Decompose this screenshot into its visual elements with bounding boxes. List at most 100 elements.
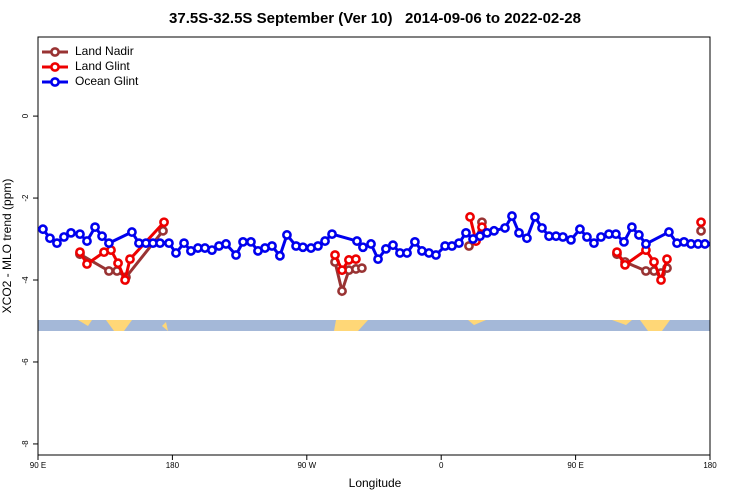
y-tick-label: -8 [21,440,30,448]
data-point [337,286,347,296]
x-tick-label: 90 E [30,461,46,470]
data-point [158,225,168,236]
data-point [97,231,107,242]
data-point [700,239,710,249]
plot-frame [37,36,711,456]
data-point [352,236,362,246]
data-point [357,263,367,274]
data-point [641,266,651,276]
data-point [164,238,174,249]
data-point [179,238,189,249]
data-point [66,227,76,238]
data-point [159,217,169,228]
y-tick-label: -4 [21,276,30,284]
x-tick-label: 180 [703,461,717,470]
legend-label: Ocean Glint [75,74,139,88]
data-point [75,247,85,258]
ocean-band [38,320,710,331]
data-point [330,250,340,260]
legend-label: Land Glint [75,59,130,73]
data-point [582,232,592,242]
data-point [612,247,622,258]
data-point [320,236,330,246]
chart-title: 37.5S-32.5S September (Ver 10) 2014-09-0… [169,10,581,27]
data-point [388,240,398,251]
data-point [104,266,114,276]
data-point [52,238,62,249]
data-point [696,217,706,228]
data-point [589,238,599,249]
data-point [626,222,637,233]
data-point [171,248,181,258]
data-point [454,238,464,249]
data-point [402,248,412,258]
data-point [207,245,217,255]
data-point [38,224,48,235]
data-point [656,275,666,285]
data-point [127,227,137,237]
data-point [649,257,659,267]
data-point [464,241,474,251]
legend-swatch-marker [50,77,60,87]
data-point [82,259,92,269]
data-point [575,224,585,235]
data-point [662,254,672,265]
data-point [231,250,241,260]
data-point [596,232,606,242]
data-point [75,229,85,240]
legend-label: Land Nadir [75,44,134,58]
data-point [113,258,123,269]
land [78,320,92,326]
data-point [696,225,706,236]
land [334,320,368,331]
data-point [664,227,674,237]
map-strip [38,320,710,331]
data-point [221,239,231,249]
data-point [155,238,165,249]
x-tick-label: 180 [166,461,180,470]
data-point [59,232,69,242]
land [468,320,486,325]
data-point [465,212,475,222]
data-point [522,233,532,244]
data-point [530,212,540,222]
data-point [461,227,471,238]
data-point [125,254,135,265]
y-tick-label: -6 [21,358,30,366]
data-point [246,237,256,247]
data-point [327,229,337,240]
y-tick-label: 0 [21,113,30,118]
x-tick-label: 0 [439,461,444,470]
land [612,320,632,325]
data-point [507,211,517,221]
y-tick-label: -2 [21,194,30,202]
data-point [120,275,130,285]
data-point [267,241,277,251]
data-point [620,259,630,270]
data-point [514,227,524,238]
land [640,320,670,331]
data-point [238,237,248,247]
data-point [45,233,55,244]
data-point [410,237,420,247]
data-point [373,254,383,265]
land [106,320,132,331]
data-point [566,234,576,245]
data-point [634,230,644,240]
data-point [358,242,368,253]
data-point [558,232,568,242]
data-point [381,243,391,254]
x-tick-label: 90 W [297,461,316,470]
x-axis-label: Longitude [349,476,402,490]
data-point [366,239,376,249]
data-point [313,241,323,251]
data-point [351,254,361,265]
data-point [90,222,100,233]
legend-swatch-marker [50,47,60,57]
y-axis-label: XCO2 - MLO trend (ppm) [0,179,14,314]
data-point [619,237,629,247]
data-point [500,223,510,233]
data-point [537,223,547,233]
